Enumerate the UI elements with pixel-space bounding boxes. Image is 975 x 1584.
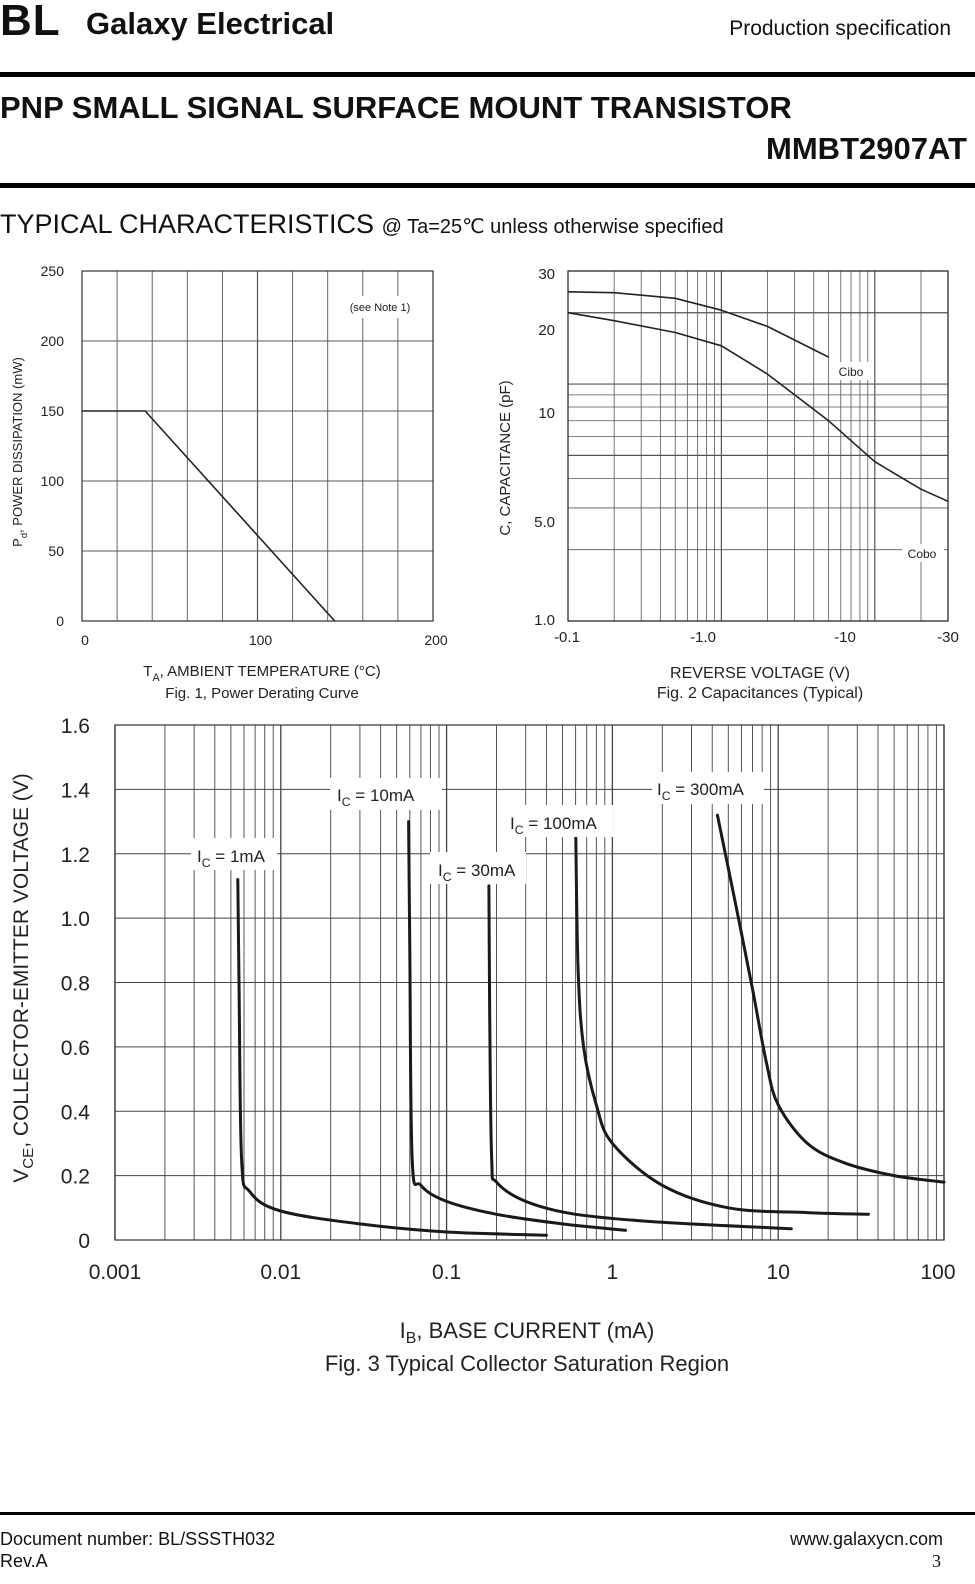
- fig3-ytick-label: 0.6: [61, 1037, 90, 1060]
- fig3-xtick-label: 1: [607, 1261, 619, 1284]
- fig2-ytick-label: 5.0: [534, 514, 555, 531]
- fig3-series-label: IC = 10mA: [337, 786, 415, 809]
- fig2-y-axis-label: C, CAPACITANCE (pF): [497, 380, 514, 535]
- fig3-series-label: IC = 30mA: [438, 861, 516, 884]
- section-title: TYPICAL CHARACTERISTICS: [0, 209, 375, 239]
- section-condition: @ Ta=25℃ unless otherwise specified: [381, 216, 724, 238]
- fig3-ytick-label: 0: [78, 1230, 90, 1253]
- fig3-y-axis-label: VCE, COLLECTOR-EMITTER VOLTAGE (V): [10, 773, 37, 1183]
- fig1-pd-curve: [82, 410, 336, 622]
- fig2-series-label: Cobo: [908, 547, 937, 561]
- fig2-x-axis-label: REVERSE VOLTAGE (V): [670, 665, 850, 682]
- website-link[interactable]: www.galaxycn.com: [789, 1529, 943, 1549]
- fig3-ytick-label: 0.2: [61, 1166, 90, 1189]
- fig2-curve-cibo: [567, 291, 829, 358]
- fig3-curve-ic-5: [715, 813, 946, 1184]
- fig2-ytick-label: 30: [538, 266, 555, 283]
- fig1-ytick-label: 200: [41, 333, 65, 349]
- page-title: PNP SMALL SIGNAL SURFACE MOUNT TRANSISTO…: [0, 90, 792, 125]
- fig3-ytick-label: 1.0: [61, 908, 90, 931]
- fig3-curve-ic-2: [407, 820, 627, 1232]
- fig3-series-label-bg: [505, 805, 613, 837]
- fig1-xtick-label: 200: [424, 632, 448, 648]
- fig3-series-label-bg: [191, 838, 277, 870]
- fig1-ytick-label: 0: [56, 613, 64, 629]
- company-name: Galaxy Electrical: [86, 6, 335, 41]
- fig3-curve-ic-4: [574, 820, 870, 1216]
- fig2-label-bg: [832, 362, 872, 380]
- fig1-title: Fig. 1, Power Derating Curve: [165, 685, 358, 702]
- fig3-ytick-label: 1.4: [61, 779, 91, 802]
- part-number: MMBT2907AT: [766, 131, 967, 166]
- fig1-xtick-label: 100: [249, 632, 273, 648]
- fig2-plot-frame: [567, 270, 949, 622]
- fig2-ytick-label: 1.0: [534, 612, 555, 629]
- fig3-xtick-label: 0.1: [432, 1261, 461, 1284]
- fig3-curve-ic-1: [236, 878, 548, 1237]
- fig3-ytick-label: 0.4: [61, 1101, 91, 1124]
- fig1-ytick-label: 250: [41, 263, 65, 279]
- fig3-curve-ic-3: [487, 884, 793, 1231]
- fig1-plot-frame: [81, 270, 434, 622]
- title-rule: [0, 183, 975, 188]
- fig2-xtick-label: -0.1: [554, 629, 580, 646]
- fig3-series-label: IC = 300mA: [657, 780, 744, 803]
- fig1-ytick-label: 100: [41, 473, 65, 489]
- fig2-label-bg: [902, 544, 944, 562]
- document-number: Document number: BL/SSSTH032: [0, 1529, 276, 1549]
- fig3-xtick-label: 0.001: [89, 1261, 142, 1284]
- fig2-ytick-label: 10: [538, 405, 555, 422]
- fig3-ytick-label: 0.8: [61, 973, 90, 996]
- fig2-ytick-label: 20: [538, 322, 555, 339]
- fig3-ytick-label: 1.6: [61, 715, 90, 738]
- fig2-xtick-label: -30: [937, 629, 959, 646]
- fig3-x-axis-label: IB, BASE CURRENT (mA): [400, 1318, 655, 1347]
- fig3-xtick-label: 10: [767, 1261, 790, 1284]
- page-number: 3: [932, 1551, 941, 1571]
- fig2-curve-cobo: [567, 311, 949, 503]
- fig1-ytick-label: 50: [48, 543, 64, 559]
- revision: Rev.A: [0, 1551, 48, 1571]
- fig1-xtick-label: 0: [81, 632, 89, 648]
- fig2-xtick-label: -1.0: [690, 629, 716, 646]
- section-heading: TYPICAL CHARACTERISTICS @ Ta=25℃ unless …: [0, 209, 724, 240]
- document-type: Production specification: [729, 17, 951, 40]
- fig3-plot-frame: [114, 724, 945, 1241]
- fig1-y-axis-label: Pd, POWER DISSIPATION (mW): [10, 357, 29, 547]
- fig1-annotation-bg: [342, 296, 420, 318]
- fig3-series-label: IC = 1mA: [197, 847, 266, 870]
- footer-rule: [0, 1512, 975, 1515]
- fig3-series-label-bg: [652, 772, 764, 804]
- header-rule: [0, 72, 975, 77]
- brand-logo: BL: [0, 0, 61, 45]
- fig1-x-axis-label: TA, AMBIENT TEMPERATURE (°C): [143, 663, 380, 684]
- fig3-ytick-label: 1.2: [61, 844, 90, 867]
- fig1-annotation: (see Note 1): [350, 302, 411, 314]
- fig2-xtick-label: -10: [834, 629, 856, 646]
- fig2-title: Fig. 2 Capacitances (Typical): [657, 685, 863, 702]
- fig2-series-label: Cibo: [839, 365, 864, 379]
- fig3-xtick-label: 0.01: [260, 1261, 301, 1284]
- fig1-ytick-label: 150: [41, 403, 65, 419]
- fig3-title: Fig. 3 Typical Collector Saturation Regi…: [325, 1351, 729, 1376]
- fig3-series-label-bg: [430, 852, 526, 884]
- fig3-xtick-label: 100: [920, 1261, 955, 1284]
- fig3-series-label: IC = 100mA: [510, 814, 597, 837]
- fig3-series-label-bg: [330, 778, 442, 810]
